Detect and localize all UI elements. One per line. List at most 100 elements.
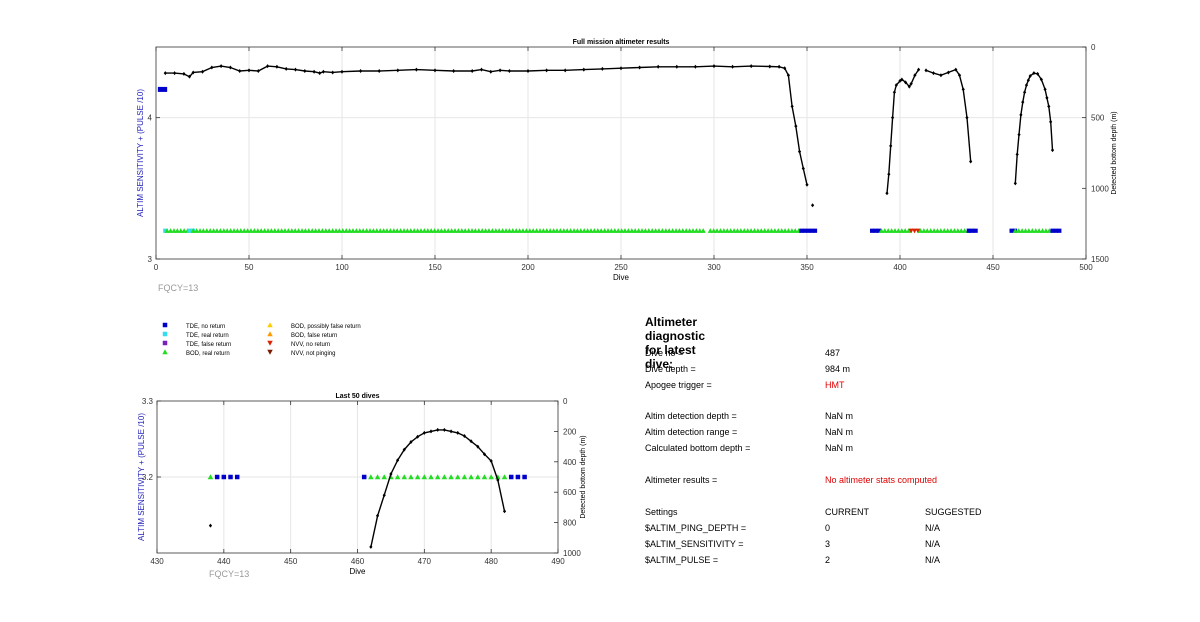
full-status-marker [350,228,356,233]
setting-current: 2 [825,555,831,565]
full-status-marker [265,228,271,233]
full-depth-point [266,64,270,69]
full-status-marker [755,228,761,233]
last50-status-marker [228,474,233,480]
legend-marker [162,322,168,328]
last50-status-marker [468,474,474,480]
full-depth-point [210,65,214,70]
full-status-marker [1022,228,1029,233]
full-status-marker [306,228,312,233]
full-status-marker [792,228,798,233]
last50-status-marker [448,474,454,480]
last50-depth-point [469,439,473,444]
full-status-marker [224,228,230,233]
last50-x-tick-label: 440 [217,557,231,566]
calculated-bottom-label: Calculated bottom depth = [645,443,751,453]
full-status-marker [282,228,288,233]
current-header: CURRENT [825,507,869,517]
last50-depth-point [476,444,480,449]
full-x-axis-label: Dive [613,273,630,282]
full-status-marker [1012,228,1018,233]
full-status-marker [197,228,203,233]
full-depth-point [894,83,898,88]
last50-depth-point [462,433,467,438]
full-status-marker [255,228,261,233]
full-status-marker [938,228,944,233]
full-status-marker [442,228,448,233]
full-status-marker [632,228,638,233]
legend-marker [267,322,273,328]
full-status-marker [571,228,577,233]
full-status-marker [966,228,971,233]
full-status-marker [802,228,807,233]
full-depth-point [173,71,177,76]
full-depth-point [396,68,400,73]
full-status-marker [370,228,376,233]
full-status-marker [489,228,495,233]
full-status-marker [906,228,912,233]
full-status-marker [214,228,220,233]
setting-current: 3 [825,539,831,549]
full-depth-point [293,67,298,72]
full-status-marker [421,228,427,233]
setting-current: 0 [825,523,831,533]
detection-depth-value: NaN m [825,411,854,421]
full-status-marker [745,228,751,233]
full-status-marker [649,228,655,233]
full-status-marker [941,228,947,233]
full-status-marker [762,228,768,233]
last50-depth-point [208,523,213,528]
full-status-marker [428,228,434,233]
full-status-marker [629,228,635,233]
full-status-marker [876,228,881,233]
full-settings-marker [157,86,168,92]
full-status-marker [455,228,461,233]
full-depth-point [1021,100,1025,105]
full-status-marker [357,228,363,233]
full-status-marker [602,228,608,233]
full-status-marker [462,228,468,233]
full-status-marker [945,228,951,233]
full-status-marker [934,228,941,233]
last50-x-tick-label: 490 [551,557,565,566]
full-status-marker [309,228,315,233]
last50-right-tick-label: 200 [563,427,577,436]
full-chart-title: Full mission altimeter results [573,39,670,46]
full-depth-point [359,69,363,74]
full-status-marker [241,228,247,233]
full-depth-point [768,64,772,69]
full-status-marker [547,228,553,233]
full-status-marker [687,228,693,233]
full-depth-point [238,69,242,74]
full-depth-point [903,80,908,85]
altimeter-results-label: Altimeter results = [645,475,718,485]
full-status-marker [878,228,884,233]
full-status-marker [228,228,234,233]
full-status-marker [493,228,499,233]
full-status-marker [466,228,472,233]
full-depth-point [790,104,794,109]
full-status-marker [772,228,778,233]
full-status-marker [734,228,741,233]
full-status-marker [330,228,336,233]
full-status-marker [289,228,295,233]
full-status-marker [765,228,771,233]
full-depth-point [890,115,895,120]
full-status-marker [299,228,305,233]
dive-depth-value: 984 m [825,364,851,374]
full-status-marker [319,228,325,233]
full-status-marker [615,228,621,233]
full-status-marker [279,228,285,233]
full-status-marker [374,228,380,233]
full-status-marker [728,228,734,233]
full-depth-point [247,68,251,73]
full-status-marker [231,228,237,233]
full-status-marker [401,228,407,233]
last50-right-tick-label: 400 [563,458,577,467]
full-depth-point [913,73,917,78]
full-depth-point [946,70,950,75]
full-x-tick-label: 400 [893,263,907,272]
full-status-marker [574,228,580,233]
full-depth-point [1019,112,1023,117]
full-status-marker [789,228,795,233]
